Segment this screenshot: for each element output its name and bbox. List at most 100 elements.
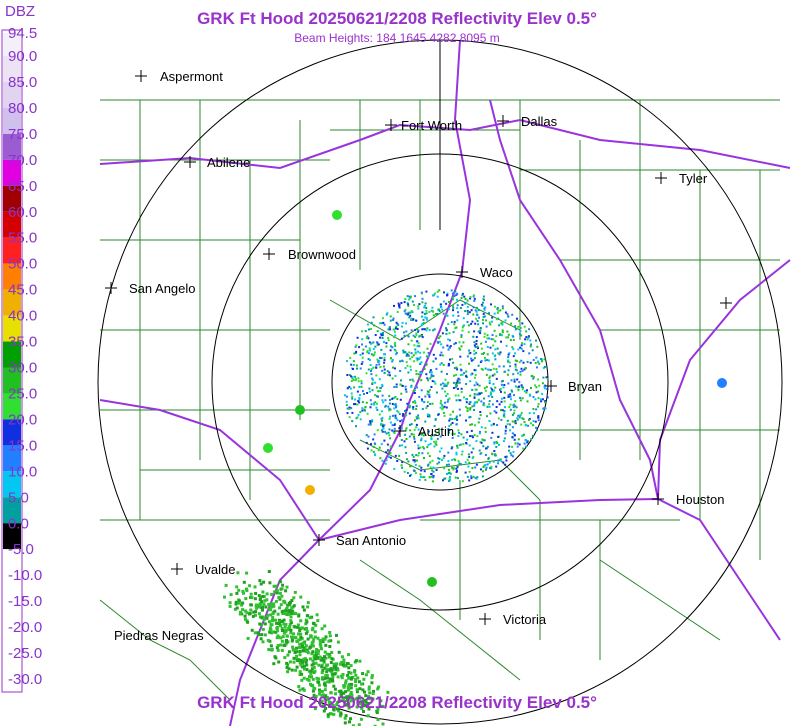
echo-pixel [317, 680, 321, 684]
echo-pixel [302, 688, 306, 692]
echo-pixel [484, 367, 487, 370]
echo-pixel [389, 445, 392, 448]
echo-pixel [424, 440, 427, 443]
echo-pixel [408, 435, 411, 438]
echo-pixel [451, 446, 454, 449]
echo-pixel [463, 295, 466, 298]
echo-pixel [299, 632, 303, 636]
echo-pixel [473, 396, 476, 399]
echo-pixel [253, 597, 257, 601]
echo-pixel [440, 399, 442, 402]
echo-pixel [403, 334, 406, 337]
echo-pixel [456, 446, 459, 449]
echo-pixel [329, 639, 333, 643]
echo-pixel [427, 463, 430, 466]
echo-pixel [267, 648, 271, 651]
echo-pixel [526, 440, 529, 443]
echo-pixel [342, 691, 346, 695]
echo-pixel [473, 330, 476, 333]
echo-pixel [415, 334, 418, 337]
echo-pixel [367, 696, 371, 700]
echo-pixel [453, 343, 456, 346]
echo-pixel [415, 426, 418, 429]
echo-pixel [465, 406, 468, 408]
echo-pixel [546, 388, 549, 391]
echo-pixel [284, 630, 288, 634]
echo-pixel [285, 606, 289, 610]
echo-pixel [418, 433, 421, 436]
echo-pixel [545, 376, 548, 379]
echo-pixel [415, 423, 418, 426]
echo-pixel [372, 316, 375, 319]
echo-pixel [318, 692, 322, 696]
echo-pixel [278, 591, 282, 595]
echo-pixel [302, 608, 306, 612]
echo-pixel [383, 359, 386, 362]
echo-pixel [500, 340, 502, 343]
echo-pixel [484, 454, 487, 456]
echo-pixel [503, 396, 506, 399]
echo-pixel [533, 412, 536, 415]
echo-pixel [496, 311, 499, 314]
echo-pixel [416, 328, 418, 331]
echo-pixel [475, 440, 478, 442]
city-marker [105, 282, 117, 294]
echo-pixel [324, 674, 328, 678]
echo-pixel [488, 420, 491, 422]
radar-echo [223, 210, 727, 726]
echo-pixel [449, 478, 452, 481]
city-label: Houston [676, 492, 724, 507]
echo-pixel [300, 665, 304, 669]
echo-pixel [483, 351, 485, 354]
echo-pixel [456, 387, 459, 390]
echo-pixel [317, 663, 321, 667]
echo-pixel [432, 375, 435, 377]
echo-pixel [302, 664, 306, 668]
echo-pixel [355, 690, 359, 694]
echo-pixel [452, 410, 454, 413]
echo-pixel [451, 418, 454, 421]
echo-pixel [516, 445, 519, 448]
echo-pixel [281, 635, 285, 639]
echo-pixel [428, 415, 431, 418]
echo-pixel [475, 351, 478, 354]
scale-label: 40.0 [8, 308, 37, 325]
echo-pixel [488, 376, 491, 379]
echo-pixel [237, 601, 241, 605]
echo-pixel [447, 431, 450, 434]
echo-pixel [344, 681, 348, 685]
echo-pixel [325, 670, 329, 674]
echo-pixel [388, 417, 391, 420]
echo-pixel [421, 328, 424, 331]
echo-pixel [501, 323, 504, 326]
echo-pixel [358, 401, 361, 404]
echo-pixel [433, 445, 436, 448]
echo-pixel [254, 613, 258, 617]
echo-cell [295, 405, 305, 415]
echo-pixel [461, 326, 464, 329]
echo-pixel [441, 332, 444, 335]
echo-pixel [265, 598, 269, 602]
echo-pixel [389, 421, 392, 424]
echo-pixel [265, 592, 269, 596]
city-marker [456, 266, 468, 278]
echo-pixel [437, 430, 440, 433]
echo-pixel [394, 403, 397, 406]
echo-pixel [515, 369, 518, 372]
echo-pixel [388, 374, 391, 377]
echo-pixel [504, 463, 507, 466]
echo-pixel [512, 450, 515, 453]
echo-pixel [478, 432, 481, 435]
echo-pixel [432, 329, 435, 332]
echo-pixel [356, 403, 359, 406]
echo-pixel [404, 308, 407, 311]
echo-pixel [428, 395, 431, 398]
echo-pixel [389, 437, 392, 440]
echo-pixel [425, 355, 428, 358]
echo-pixel [398, 427, 401, 430]
echo-pixel [325, 696, 329, 699]
echo-pixel [537, 390, 540, 393]
echo-pixel [421, 322, 424, 325]
echo-pixel [375, 366, 378, 369]
echo-pixel [367, 423, 370, 426]
